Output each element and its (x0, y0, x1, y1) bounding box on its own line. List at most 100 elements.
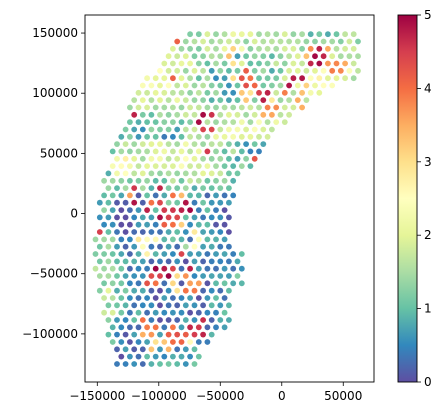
data-point (122, 185, 129, 192)
data-point (157, 346, 163, 353)
data-point (109, 148, 116, 155)
data-point (170, 89, 176, 96)
data-point (118, 221, 125, 228)
data-point (269, 67, 275, 74)
data-point (350, 45, 357, 52)
data-point (144, 324, 151, 331)
data-point (109, 163, 116, 170)
data-point (200, 199, 207, 206)
data-point (303, 82, 310, 89)
data-point (299, 60, 305, 67)
data-point (178, 192, 185, 199)
data-point (256, 45, 262, 52)
data-point (174, 155, 181, 162)
data-point (187, 324, 194, 331)
data-point (226, 229, 232, 235)
data-point (135, 207, 142, 214)
data-point (277, 53, 284, 60)
data-point (157, 155, 163, 162)
x-tick-label: −150000 (69, 389, 125, 403)
data-point (213, 133, 219, 140)
data-point (182, 317, 189, 323)
data-point (101, 251, 107, 257)
data-point (217, 317, 224, 323)
data-point (170, 221, 176, 228)
data-point (303, 67, 310, 74)
data-point (333, 60, 340, 67)
data-point (139, 346, 146, 353)
data-point (135, 236, 142, 243)
data-point (105, 199, 112, 206)
data-point (187, 280, 194, 287)
data-point (174, 287, 181, 294)
data-point (182, 185, 189, 192)
data-point (312, 67, 318, 74)
data-point (217, 97, 224, 103)
data-points (92, 31, 361, 367)
data-point (191, 361, 198, 367)
data-point (217, 258, 224, 265)
data-point (200, 170, 207, 177)
data-point (170, 324, 176, 331)
data-point (342, 60, 348, 67)
data-point (238, 104, 245, 111)
data-point (200, 287, 207, 294)
data-point (213, 31, 219, 38)
data-point (256, 133, 262, 140)
data-point (144, 353, 151, 360)
data-point (230, 251, 237, 257)
data-point (182, 141, 189, 148)
data-point (135, 104, 142, 111)
data-point (213, 324, 219, 331)
data-point (281, 119, 288, 125)
data-point (200, 317, 207, 323)
data-point (126, 280, 133, 287)
data-point (182, 38, 189, 45)
data-point (178, 280, 185, 287)
data-point (247, 163, 254, 170)
data-point (226, 258, 232, 265)
data-point (174, 141, 181, 148)
data-point (200, 185, 207, 192)
data-point (204, 309, 211, 316)
data-point (178, 339, 185, 345)
data-point (148, 126, 155, 133)
data-point (182, 258, 189, 265)
data-point (221, 265, 228, 272)
data-point (178, 75, 185, 82)
data-point (178, 163, 185, 170)
data-point (118, 309, 125, 316)
data-point (243, 38, 250, 45)
data-point (182, 155, 189, 162)
data-point (342, 75, 348, 82)
data-point (174, 82, 181, 89)
data-point (264, 31, 271, 38)
data-point (286, 111, 292, 118)
data-point (152, 280, 159, 287)
data-point (226, 67, 232, 74)
data-point (157, 126, 163, 133)
data-point (182, 346, 189, 353)
data-point (178, 148, 185, 155)
data-point (165, 331, 172, 338)
data-point (165, 67, 172, 74)
data-point (144, 148, 151, 155)
data-point (269, 38, 275, 45)
data-point (178, 133, 185, 140)
data-point (174, 214, 181, 221)
data-point (213, 75, 219, 82)
data-point (148, 170, 155, 177)
data-point (165, 302, 172, 309)
data-point (152, 119, 159, 125)
data-point (200, 214, 207, 221)
data-point (200, 243, 207, 250)
data-point (247, 133, 254, 140)
data-point (174, 126, 181, 133)
data-point (157, 361, 163, 367)
data-point (325, 31, 331, 38)
data-point (144, 295, 151, 301)
data-point (195, 75, 202, 82)
data-point (122, 361, 129, 367)
data-point (170, 353, 176, 360)
